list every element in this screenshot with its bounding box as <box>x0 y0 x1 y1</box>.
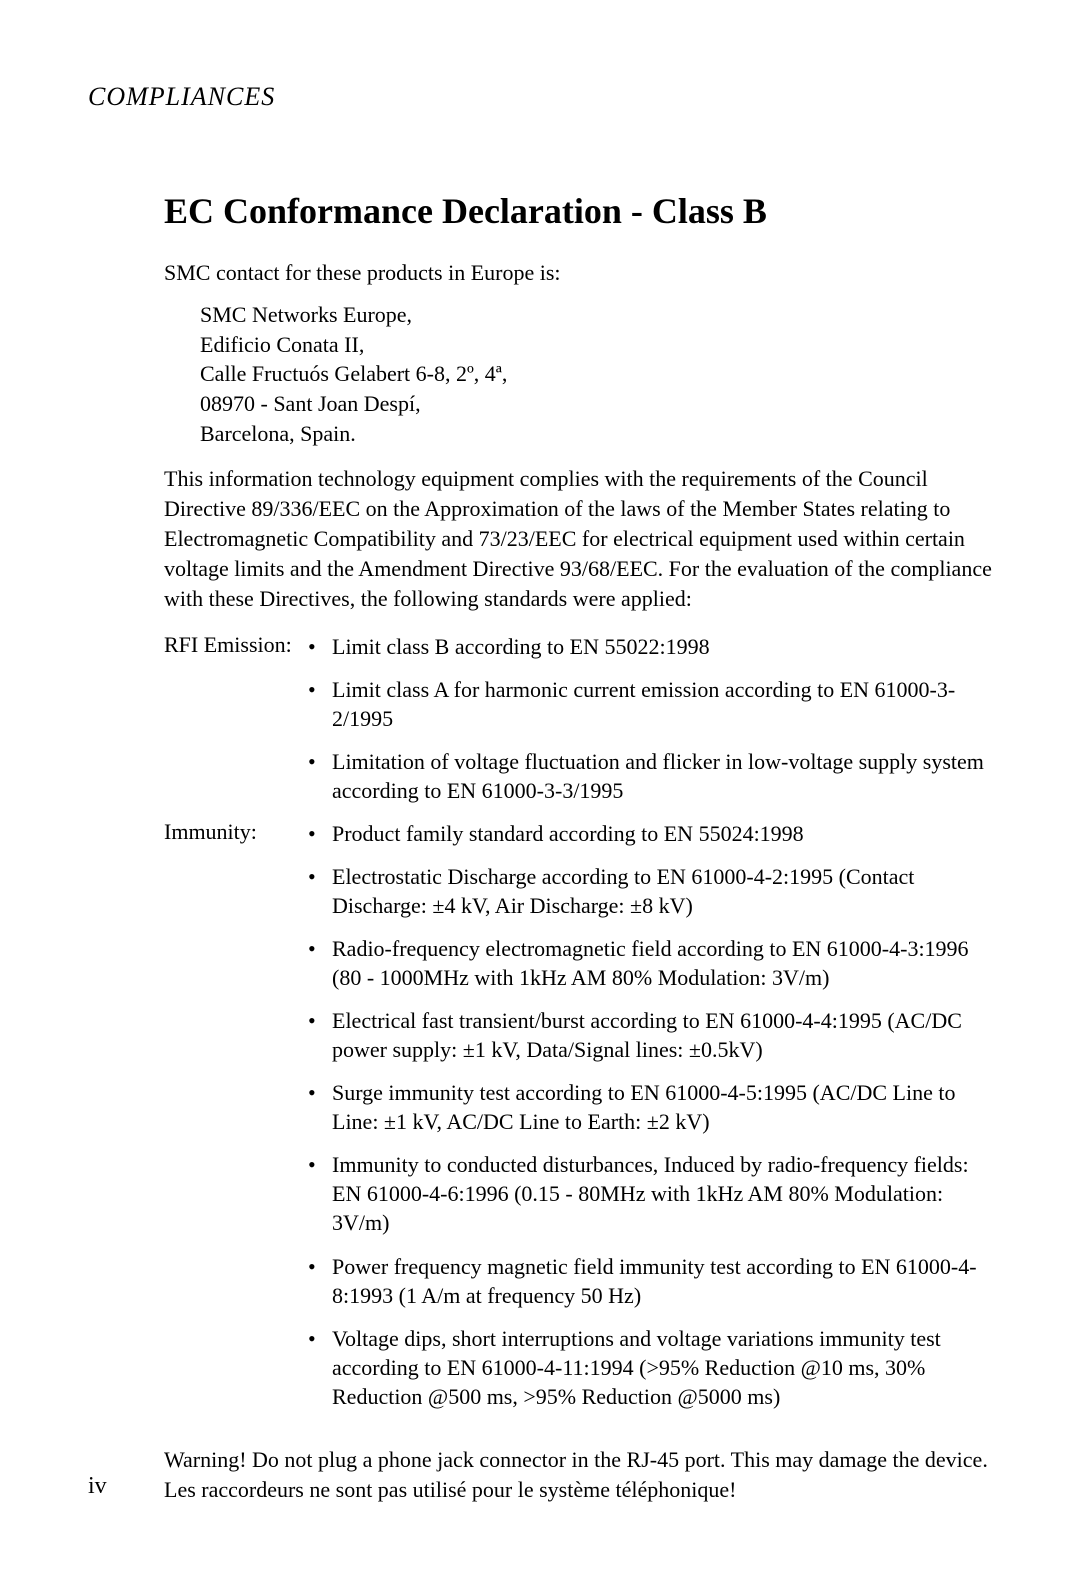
page-number: iv <box>88 1473 107 1500</box>
address-line: Edificio Conata II, <box>200 330 992 360</box>
standards-table: RFI Emission: Limit class B according to… <box>164 632 992 1425</box>
list-item: Power frequency magnetic field immunity … <box>304 1252 992 1310</box>
list-item: Limitation of voltage fluctuation and fl… <box>304 747 992 805</box>
compliance-paragraph: This information technology equipment co… <box>164 464 992 614</box>
list-item: Voltage dips, short interruptions and vo… <box>304 1324 992 1411</box>
header-title-text: COMPLIANCES <box>88 82 275 111</box>
list-item: Limit class A for harmonic current emiss… <box>304 675 992 733</box>
table-row: RFI Emission: Limit class B according to… <box>164 632 992 819</box>
list-item: Radio-frequency electromagnetic field ac… <box>304 934 992 992</box>
warning-paragraph: Warning! Do not plug a phone jack connec… <box>164 1445 992 1505</box>
running-header: COMPLIANCES <box>88 82 992 112</box>
list-item: Electrical fast transient/burst accordin… <box>304 1006 992 1064</box>
address-block: SMC Networks Europe, Edificio Conata II,… <box>200 300 992 448</box>
table-row: Immunity: Product family standard accord… <box>164 819 992 1425</box>
bullet-list: Limit class B according to EN 55022:1998… <box>304 632 992 805</box>
address-line: 08970 - Sant Joan Despí, <box>200 389 992 419</box>
address-line: Calle Fructuós Gelabert 6-8, 2º, 4ª, <box>200 359 992 389</box>
bullet-list: Product family standard according to EN … <box>304 819 992 1411</box>
section-label: Immunity: <box>164 819 304 1425</box>
address-line: Barcelona, Spain. <box>200 419 992 449</box>
main-heading: EC Conformance Declaration - Class B <box>164 190 992 232</box>
list-item: Product family standard according to EN … <box>304 819 992 848</box>
section-label: RFI Emission: <box>164 632 304 819</box>
list-item: Immunity to conducted disturbances, Indu… <box>304 1150 992 1237</box>
list-item: Surge immunity test according to EN 6100… <box>304 1078 992 1136</box>
list-item: Electrostatic Discharge according to EN … <box>304 862 992 920</box>
list-item: Limit class B according to EN 55022:1998 <box>304 632 992 661</box>
address-line: SMC Networks Europe, <box>200 300 992 330</box>
body-content: EC Conformance Declaration - Class B SMC… <box>164 190 992 1504</box>
section-bullets: Limit class B according to EN 55022:1998… <box>304 632 992 819</box>
section-bullets: Product family standard according to EN … <box>304 819 992 1425</box>
intro-line: SMC contact for these products in Europe… <box>164 260 992 286</box>
